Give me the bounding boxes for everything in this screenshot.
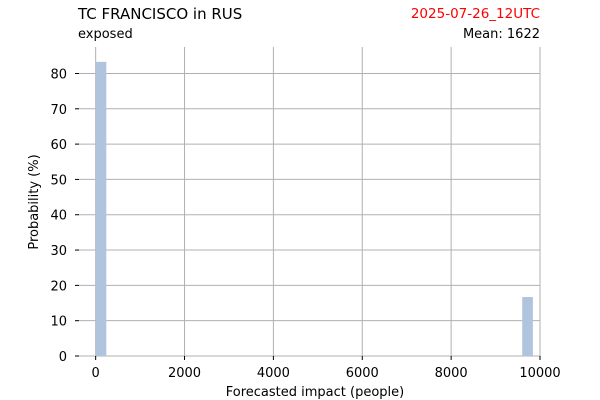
y-tick-label: 60 <box>50 138 67 153</box>
histogram-bar <box>522 297 533 356</box>
mean-value: 1622 <box>506 27 540 42</box>
x-tick-label: 4000 <box>257 366 290 381</box>
x-tick-label: 10000 <box>519 366 560 381</box>
x-tick-label: 2000 <box>168 366 201 381</box>
y-tick-label: 40 <box>50 209 67 224</box>
y-tick-label: 80 <box>50 67 67 82</box>
histogram-bar <box>95 61 107 356</box>
chart-title: TC FRANCISCO in RUS <box>78 5 243 23</box>
x-tick-label: 8000 <box>435 366 468 381</box>
mean-readout: Mean: 1622 <box>463 27 540 42</box>
y-tick-label: 30 <box>50 244 67 259</box>
y-tick-label: 0 <box>59 350 67 365</box>
x-tick-label: 0 <box>92 366 100 381</box>
y-tick-label: 70 <box>50 103 67 118</box>
x-axis-label: Forecasted impact (people) <box>226 385 404 400</box>
axes: 0 2000 4000 6000 8000 10000 0 10 20 30 40 50 60 70 80 <box>50 67 560 381</box>
y-tick-label: 50 <box>50 173 67 188</box>
run-date: 2025-07-26_12UTC <box>410 6 540 22</box>
bar-series <box>95 61 533 356</box>
y-axis-label: Probability (%) <box>27 154 42 249</box>
grid-lines <box>79 47 541 357</box>
x-tick-label: 6000 <box>346 366 379 381</box>
y-tick-label: 10 <box>50 315 67 330</box>
y-tick-label: 20 <box>50 279 67 294</box>
mean-label: Mean: <box>462 27 503 42</box>
chart-subtitle: exposed <box>78 27 133 42</box>
